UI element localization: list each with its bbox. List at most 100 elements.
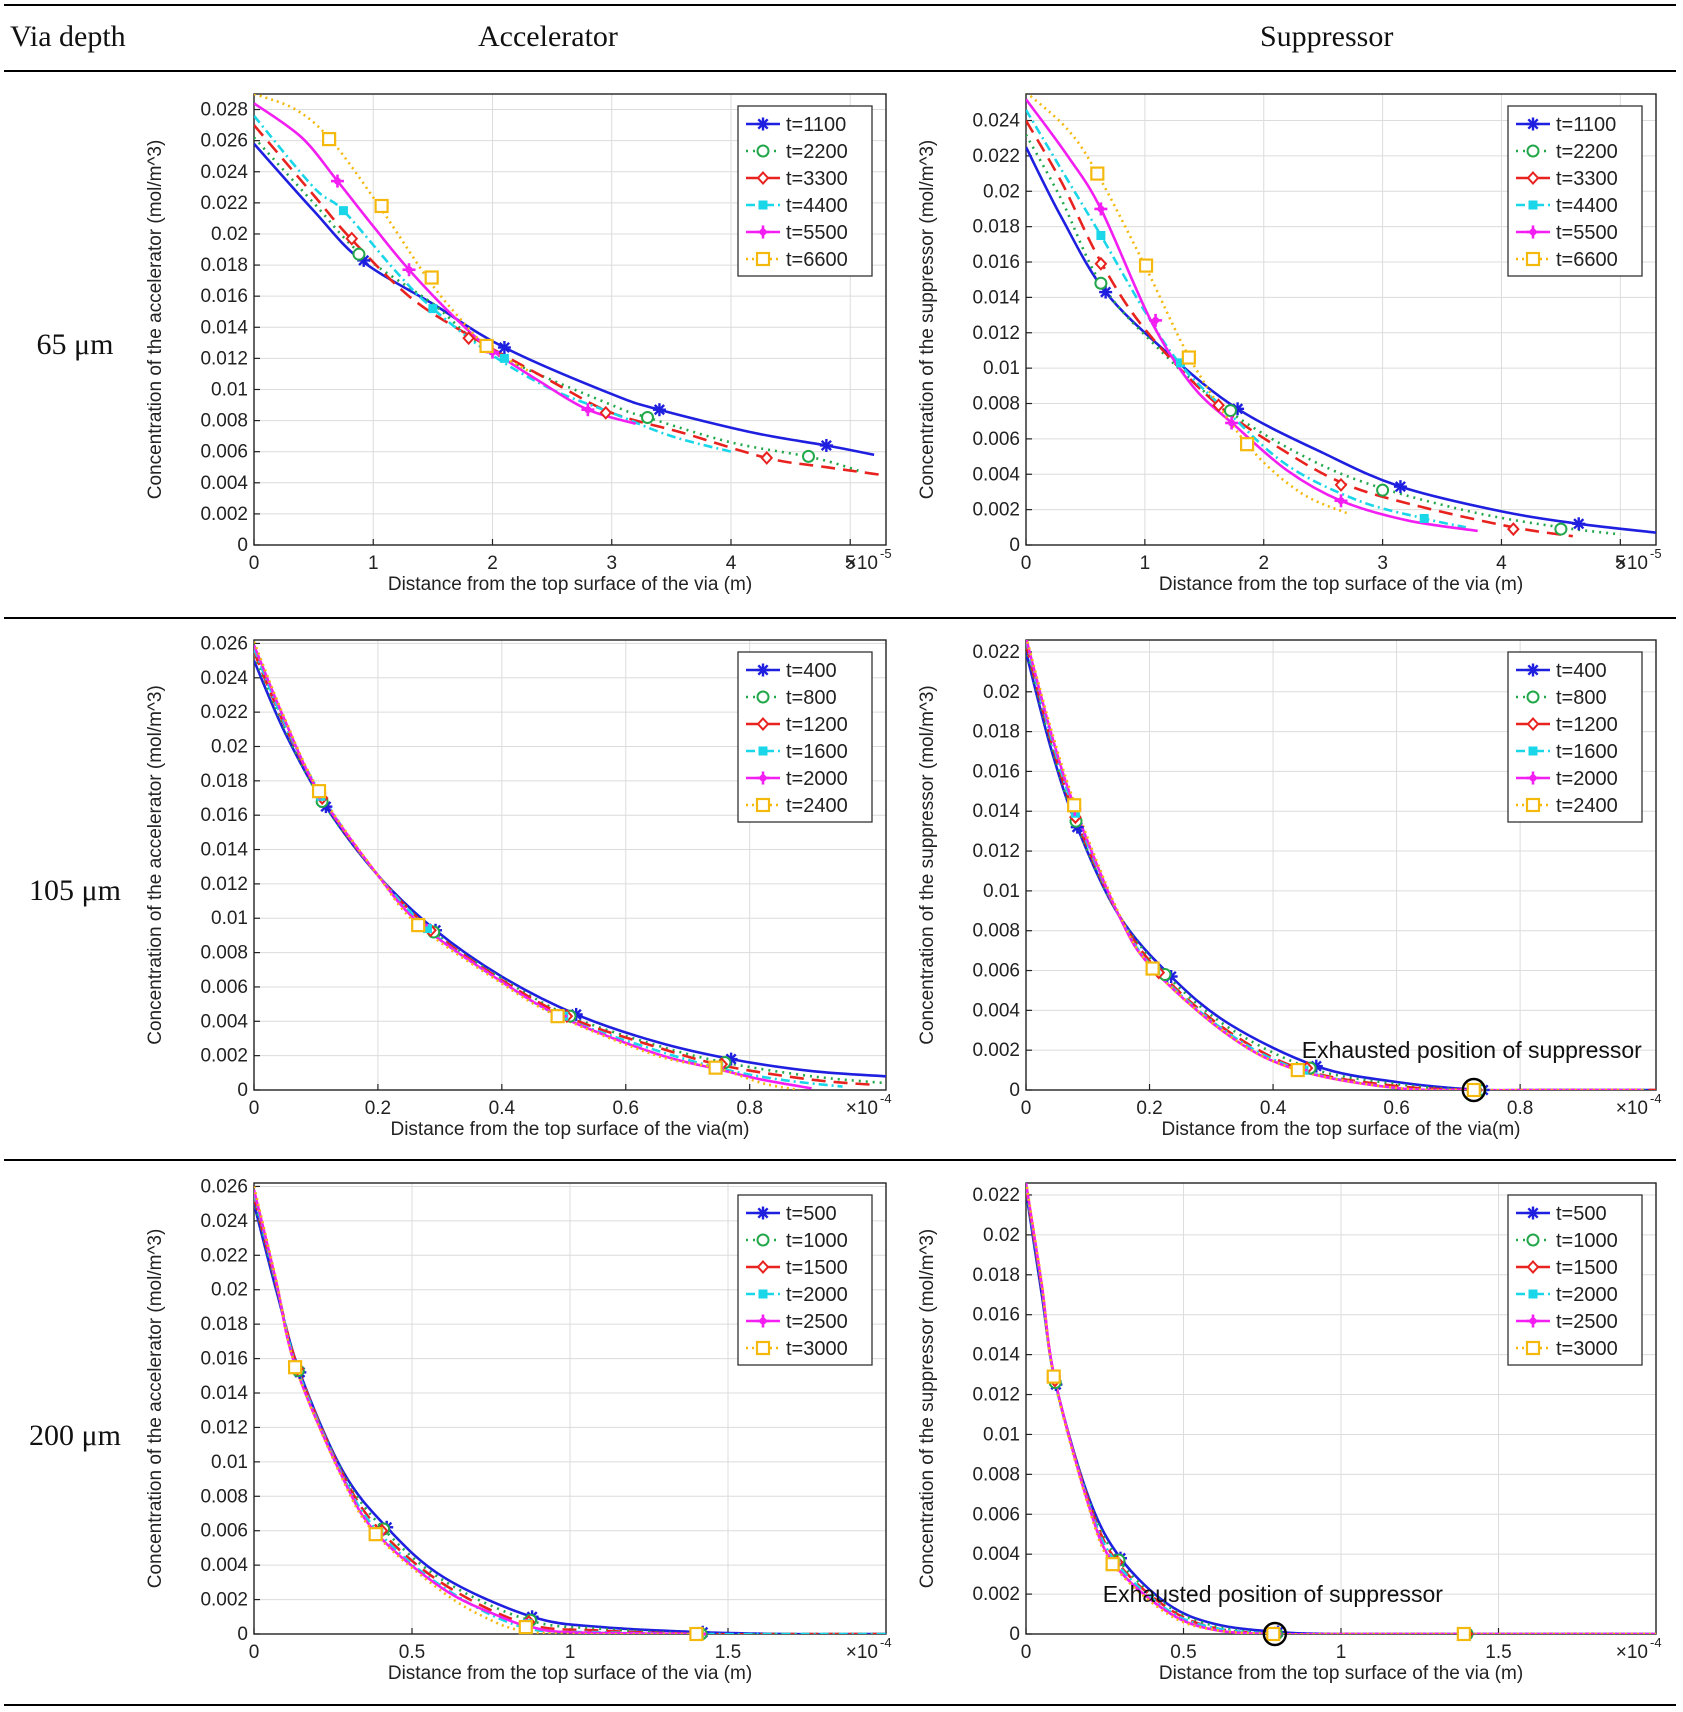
x-tick-label: 1.5	[715, 1642, 741, 1663]
y-tick-label: 0.01	[983, 358, 1020, 379]
data-point	[422, 924, 432, 934]
data-point	[756, 171, 770, 185]
exhausted-position-circle	[1262, 1621, 1288, 1647]
data-point	[1212, 398, 1225, 413]
data-point	[755, 1340, 771, 1356]
legend-entry: t=6600	[746, 249, 848, 271]
exhausted-position-circle	[1461, 1077, 1486, 1103]
legend-label: t=3300	[1556, 168, 1618, 190]
data-point	[1526, 144, 1540, 158]
data-point	[641, 410, 655, 424]
data-point	[1376, 483, 1390, 497]
series-line-6	[1026, 94, 1348, 515]
x-tick-label: 0	[249, 1098, 260, 1119]
data-point	[755, 797, 771, 813]
legend-label: t=2400	[786, 795, 848, 817]
series-line-6	[254, 1186, 703, 1634]
series-line-3	[1026, 643, 1656, 1090]
x-tick-label: 5	[845, 553, 856, 574]
header-rule	[4, 70, 1676, 72]
legend: t=400 t=800 t=1200 t=1600 t=2000 t=2400	[1507, 651, 1643, 823]
legend-entry: t=1200	[746, 714, 848, 736]
data-point	[311, 784, 327, 799]
legend-label: t=4400	[786, 195, 848, 217]
legend: t=1100 t=2200 t=3300 t=4400 t=5500 t=6600	[737, 105, 873, 277]
y-tick-label: 0	[237, 1624, 248, 1645]
y-tick-label: 0.022	[200, 702, 248, 723]
chart-sup-200: 0 0.5 1 1.5 0 0.002 0.004 0.006 0.008 0.01 0.012 0.…	[917, 1182, 1662, 1684]
legend-label: t=2000	[1556, 1284, 1618, 1306]
data-point	[1096, 230, 1106, 240]
x-tick-label: 0.8	[736, 1098, 762, 1119]
row-rule-1	[4, 617, 1676, 619]
legend-label: t=3000	[1556, 1338, 1618, 1360]
legend-label: t=1500	[1556, 1257, 1618, 1279]
y-tick-label: 0.01	[211, 379, 248, 400]
grid	[1025, 94, 1656, 546]
series-line-5	[1026, 98, 1478, 533]
x-axis-multiplier: ×10	[846, 553, 878, 574]
y-tick-label: 0.004	[972, 1000, 1020, 1021]
data-point	[689, 1626, 704, 1642]
y-tick-label: 0.008	[972, 394, 1020, 415]
data-point	[1526, 171, 1540, 185]
y-tick-label: 0.008	[972, 921, 1020, 942]
data-point	[1290, 1062, 1305, 1078]
x-axis-exponent: -4	[1650, 1635, 1662, 1650]
data-point	[1266, 1626, 1281, 1642]
data-point	[1105, 1557, 1120, 1572]
data-point	[1419, 513, 1429, 523]
x-tick-label: 0	[249, 1642, 260, 1663]
series-markers	[311, 784, 738, 1075]
y-tick-label: 0.008	[200, 943, 248, 964]
header-via-depth: Via depth	[10, 20, 126, 53]
y-tick-label: 0.004	[972, 464, 1020, 485]
x-tick-label: 1	[1336, 1642, 1347, 1663]
chart-sup-105: 0 0.2 0.4 0.6 0.8 0 0.002 0.004 0.006 0.008 0.01 0.…	[917, 639, 1662, 1140]
data-point	[1554, 522, 1568, 536]
x-tick-label: 0	[249, 553, 260, 574]
data-point	[411, 918, 426, 933]
legend-label: t=4400	[1556, 195, 1618, 217]
x-axis-label: Distance from the top surface of the via…	[1159, 574, 1523, 595]
legend-label: t=800	[1556, 687, 1607, 709]
table-bottom-rule	[4, 1704, 1676, 1706]
series-lines	[254, 94, 886, 477]
y-axis-label: Concentration of the accelerator (mol/m^…	[145, 1229, 166, 1589]
data-point	[652, 403, 666, 417]
y-tick-label: 0.004	[972, 1544, 1020, 1565]
data-point	[330, 174, 344, 188]
data-point	[338, 206, 348, 216]
legend: t=400 t=800 t=1200 t=1600 t=2000 t=2400	[737, 651, 873, 823]
data-point	[1334, 494, 1348, 508]
y-tick-label: 0.028	[200, 100, 248, 121]
y-tick-label: 0.01	[211, 1452, 248, 1473]
data-point	[1528, 746, 1538, 756]
x-axis-label: Distance from the top surface of the via…	[1159, 1663, 1523, 1684]
data-point	[1067, 798, 1082, 813]
row-label-65: 65 μm	[36, 328, 114, 361]
y-tick-label: 0.016	[200, 286, 248, 307]
legend-entry: t=1100	[1516, 114, 1616, 136]
data-point	[756, 117, 770, 131]
header-suppressor: Suppressor	[1260, 20, 1394, 53]
data-point	[1239, 437, 1255, 452]
legend-label: t=5500	[786, 222, 848, 244]
x-tick-label: 0	[1021, 553, 1032, 574]
series-line-4	[1026, 640, 1644, 1090]
data-point	[1094, 202, 1108, 216]
y-tick-label: 0.014	[200, 317, 248, 338]
y-tick-label: 0.022	[972, 1185, 1020, 1206]
data-point	[1526, 1314, 1540, 1328]
series-line-5	[254, 102, 636, 425]
legend-entry: t=2400	[746, 795, 848, 817]
legend-label: t=2200	[786, 141, 848, 163]
x-tick-label: 5	[1615, 553, 1626, 574]
x-axis-label: Distance from the top surface of the via…	[390, 1119, 749, 1140]
legend-entry: t=1600	[746, 741, 848, 763]
data-point	[756, 663, 770, 677]
legend-entry: t=1000	[1516, 1230, 1618, 1252]
data-point	[1149, 313, 1163, 327]
series-markers	[322, 132, 833, 465]
legend: t=1100 t=2200 t=3300 t=4400 t=5500 t=6600	[1507, 105, 1643, 277]
